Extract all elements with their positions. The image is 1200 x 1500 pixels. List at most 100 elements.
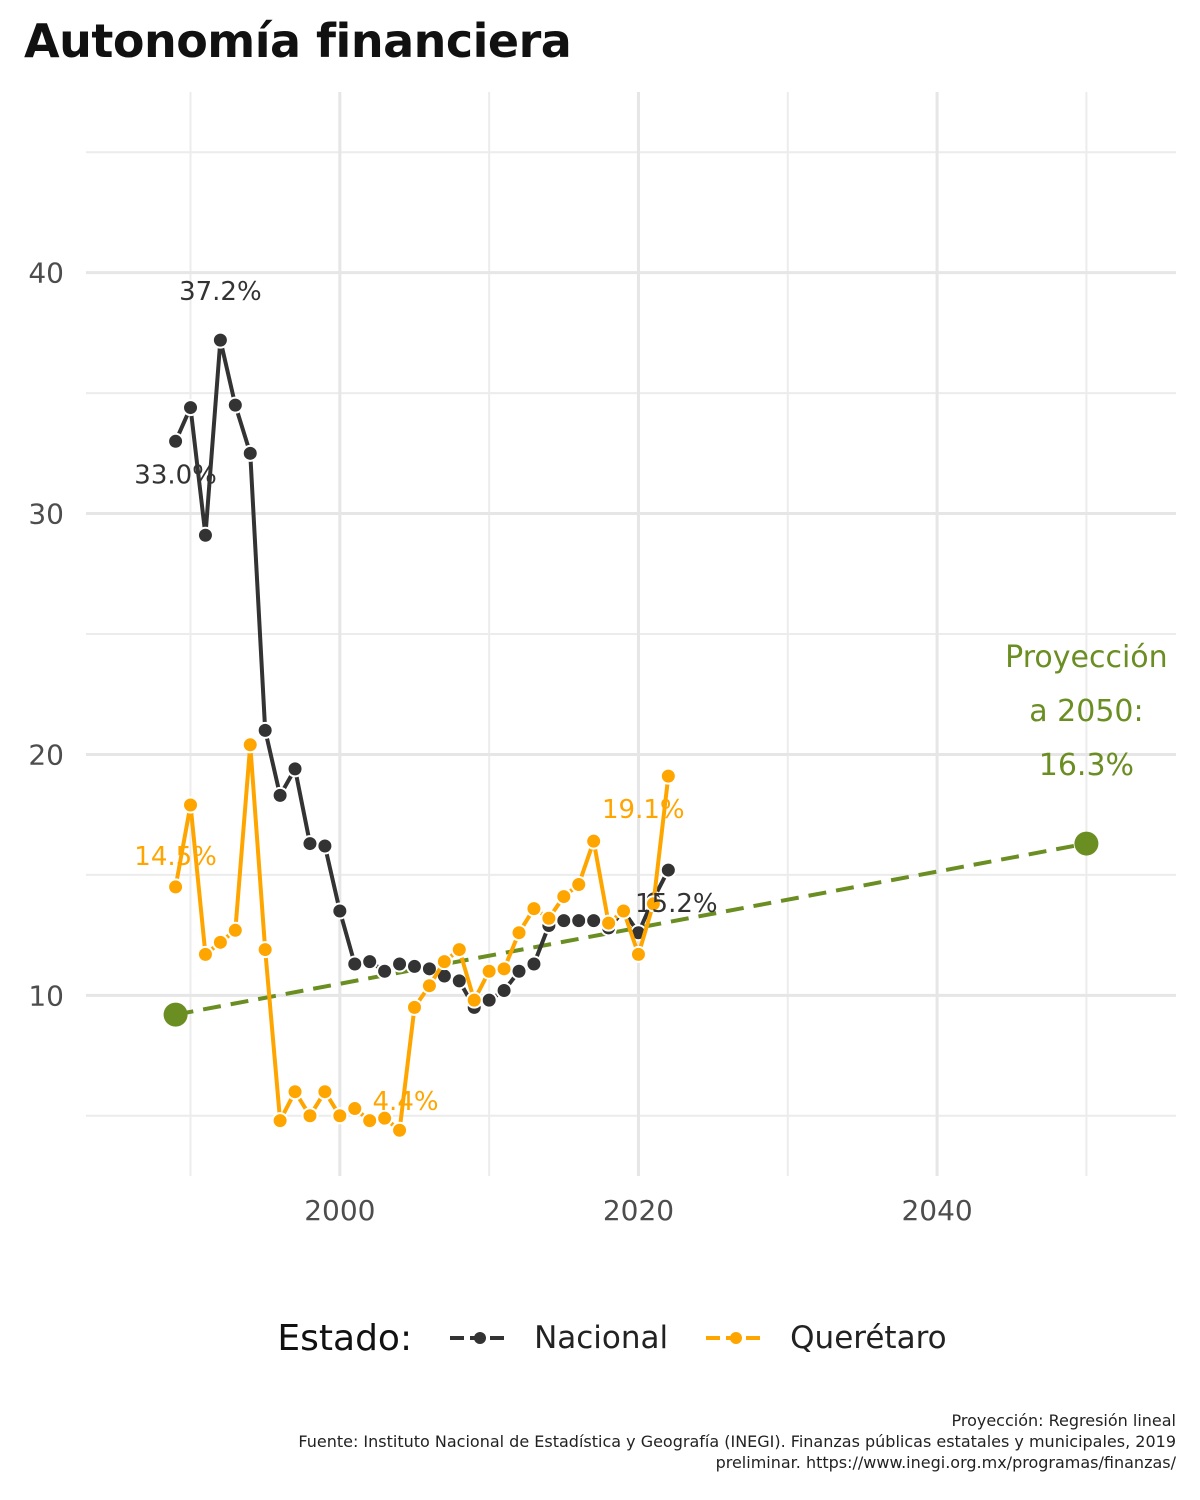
- data-point-nacional: [241, 444, 259, 462]
- data-point-queretaro: [555, 888, 573, 906]
- data-point-queretaro: [346, 1100, 364, 1118]
- data-point-nacional: [331, 902, 349, 920]
- data-point-queretaro: [331, 1107, 349, 1125]
- y-tick-label: 20: [28, 738, 64, 771]
- data-point-queretaro: [420, 977, 438, 995]
- caption-line-1: Proyección: Regresión lineal: [951, 1411, 1176, 1430]
- data-point-queretaro: [271, 1112, 289, 1130]
- legend-label-queretaro: Querétaro: [790, 1320, 947, 1356]
- data-point-queretaro: [600, 914, 618, 932]
- data-point-nacional: [570, 912, 588, 930]
- caption: Proyección: Regresión lineal Fuente: Ins…: [298, 1410, 1176, 1473]
- legend-key-queretaro: [706, 1332, 767, 1344]
- x-tick-label: 2020: [603, 1194, 674, 1227]
- series-line-queretaro: [173, 742, 671, 1133]
- data-point-queretaro: [615, 902, 633, 920]
- data-point-queretaro: [316, 1083, 334, 1101]
- data-point-nacional: [271, 786, 289, 804]
- data-point-nacional: [211, 331, 229, 349]
- data-point-nacional: [301, 835, 319, 853]
- data-point-queretaro: [570, 876, 588, 894]
- data-point-queretaro: [211, 933, 229, 951]
- data-point-nacional: [405, 957, 423, 975]
- value-label: 33.0%: [134, 460, 217, 490]
- data-point-queretaro: [495, 960, 513, 978]
- data-point-queretaro: [286, 1083, 304, 1101]
- legend-key-nacional: [450, 1332, 511, 1344]
- data-point-queretaro: [510, 924, 528, 942]
- tick-labels-layer: 2000 2020 2040 10 20 30 40: [28, 257, 972, 1227]
- data-point-queretaro: [480, 962, 498, 980]
- legend: Estado: Nacional Querétaro: [0, 1308, 1200, 1368]
- y-tick-label: 40: [28, 257, 64, 290]
- grid-major: [86, 92, 1176, 1176]
- data-point-nacional: [167, 432, 185, 450]
- data-point-nacional: [510, 962, 528, 980]
- data-point-nacional: [256, 721, 274, 739]
- legend-label-nacional: Nacional: [534, 1320, 669, 1356]
- data-point-nacional: [495, 982, 513, 1000]
- data-point-queretaro: [167, 878, 185, 896]
- data-point-nacional: [391, 955, 409, 973]
- x-tick-label: 2040: [901, 1194, 972, 1227]
- value-label: 14.5%: [134, 842, 217, 872]
- data-point-nacional: [196, 526, 214, 544]
- data-point-queretaro: [391, 1121, 409, 1139]
- data-point-nacional: [376, 962, 394, 980]
- data-point-nacional: [182, 399, 200, 417]
- data-point-queretaro: [376, 1109, 394, 1127]
- data-point-nacional: [286, 760, 304, 778]
- data-point-queretaro: [301, 1107, 319, 1125]
- data-point-nacional: [659, 861, 677, 879]
- data-point-nacional: [420, 960, 438, 978]
- projection-label-line: a 2050:: [1029, 694, 1143, 729]
- data-point-queretaro: [450, 941, 468, 959]
- data-point-queretaro: [405, 998, 423, 1016]
- data-point-queretaro: [226, 921, 244, 939]
- data-point-queretaro: [182, 796, 200, 814]
- data-point-nacional: [555, 912, 573, 930]
- legend-item-queretaro: Querétaro: [704, 1320, 947, 1356]
- value-labels-layer: 37.2% 33.0% 15.2% 14.5% 4.4% 19.1%: [134, 277, 717, 1117]
- value-label: 4.4%: [373, 1087, 439, 1117]
- projection-layer: Proyección a 2050: 16.3%: [163, 640, 1168, 1027]
- y-tick-label: 10: [28, 979, 64, 1012]
- data-point-nacional: [525, 955, 543, 973]
- data-point-queretaro: [629, 945, 647, 963]
- data-point-queretaro: [435, 953, 453, 971]
- data-point-nacional: [361, 953, 379, 971]
- projection-start-point: [163, 1002, 188, 1027]
- data-point-queretaro: [644, 895, 662, 913]
- value-label: 19.1%: [602, 795, 685, 825]
- data-point-nacional: [316, 837, 334, 855]
- data-point-queretaro: [465, 991, 483, 1009]
- y-tick-label: 30: [28, 498, 64, 531]
- projection-label-line: Proyección: [1005, 640, 1168, 675]
- data-point-nacional: [450, 972, 468, 990]
- value-label: 37.2%: [179, 277, 262, 307]
- data-point-queretaro: [585, 832, 603, 850]
- data-point-nacional: [226, 396, 244, 414]
- data-point-nacional: [480, 991, 498, 1009]
- data-point-queretaro: [540, 909, 558, 927]
- projection-end-point: [1074, 831, 1099, 856]
- data-point-queretaro: [241, 736, 259, 754]
- series-line-nacional: [173, 338, 671, 1010]
- value-label: 15.2%: [635, 889, 718, 919]
- caption-line-2: Fuente: Instituto Nacional de Estadístic…: [298, 1432, 1176, 1451]
- series-layer: [167, 331, 677, 1139]
- data-point-queretaro: [256, 941, 274, 959]
- legend-item-nacional: Nacional: [448, 1320, 668, 1356]
- grid-minor: [86, 92, 1176, 1176]
- chart-title: Autonomía financiera: [24, 14, 572, 68]
- data-point-queretaro: [525, 900, 543, 918]
- data-point-nacional: [585, 912, 603, 930]
- chart-plot: Proyección a 2050: 16.3% 37.2% 33.0% 15.2% 14…: [28, 92, 1176, 1227]
- x-tick-label: 2000: [304, 1194, 375, 1227]
- projection-label-line: 16.3%: [1039, 748, 1134, 783]
- data-point-queretaro: [659, 767, 677, 785]
- data-point-queretaro: [196, 945, 214, 963]
- data-point-nacional: [346, 955, 364, 973]
- legend-title: Estado:: [277, 1317, 413, 1359]
- caption-line-3: preliminar. https://www.inegi.org.mx/pro…: [715, 1453, 1176, 1472]
